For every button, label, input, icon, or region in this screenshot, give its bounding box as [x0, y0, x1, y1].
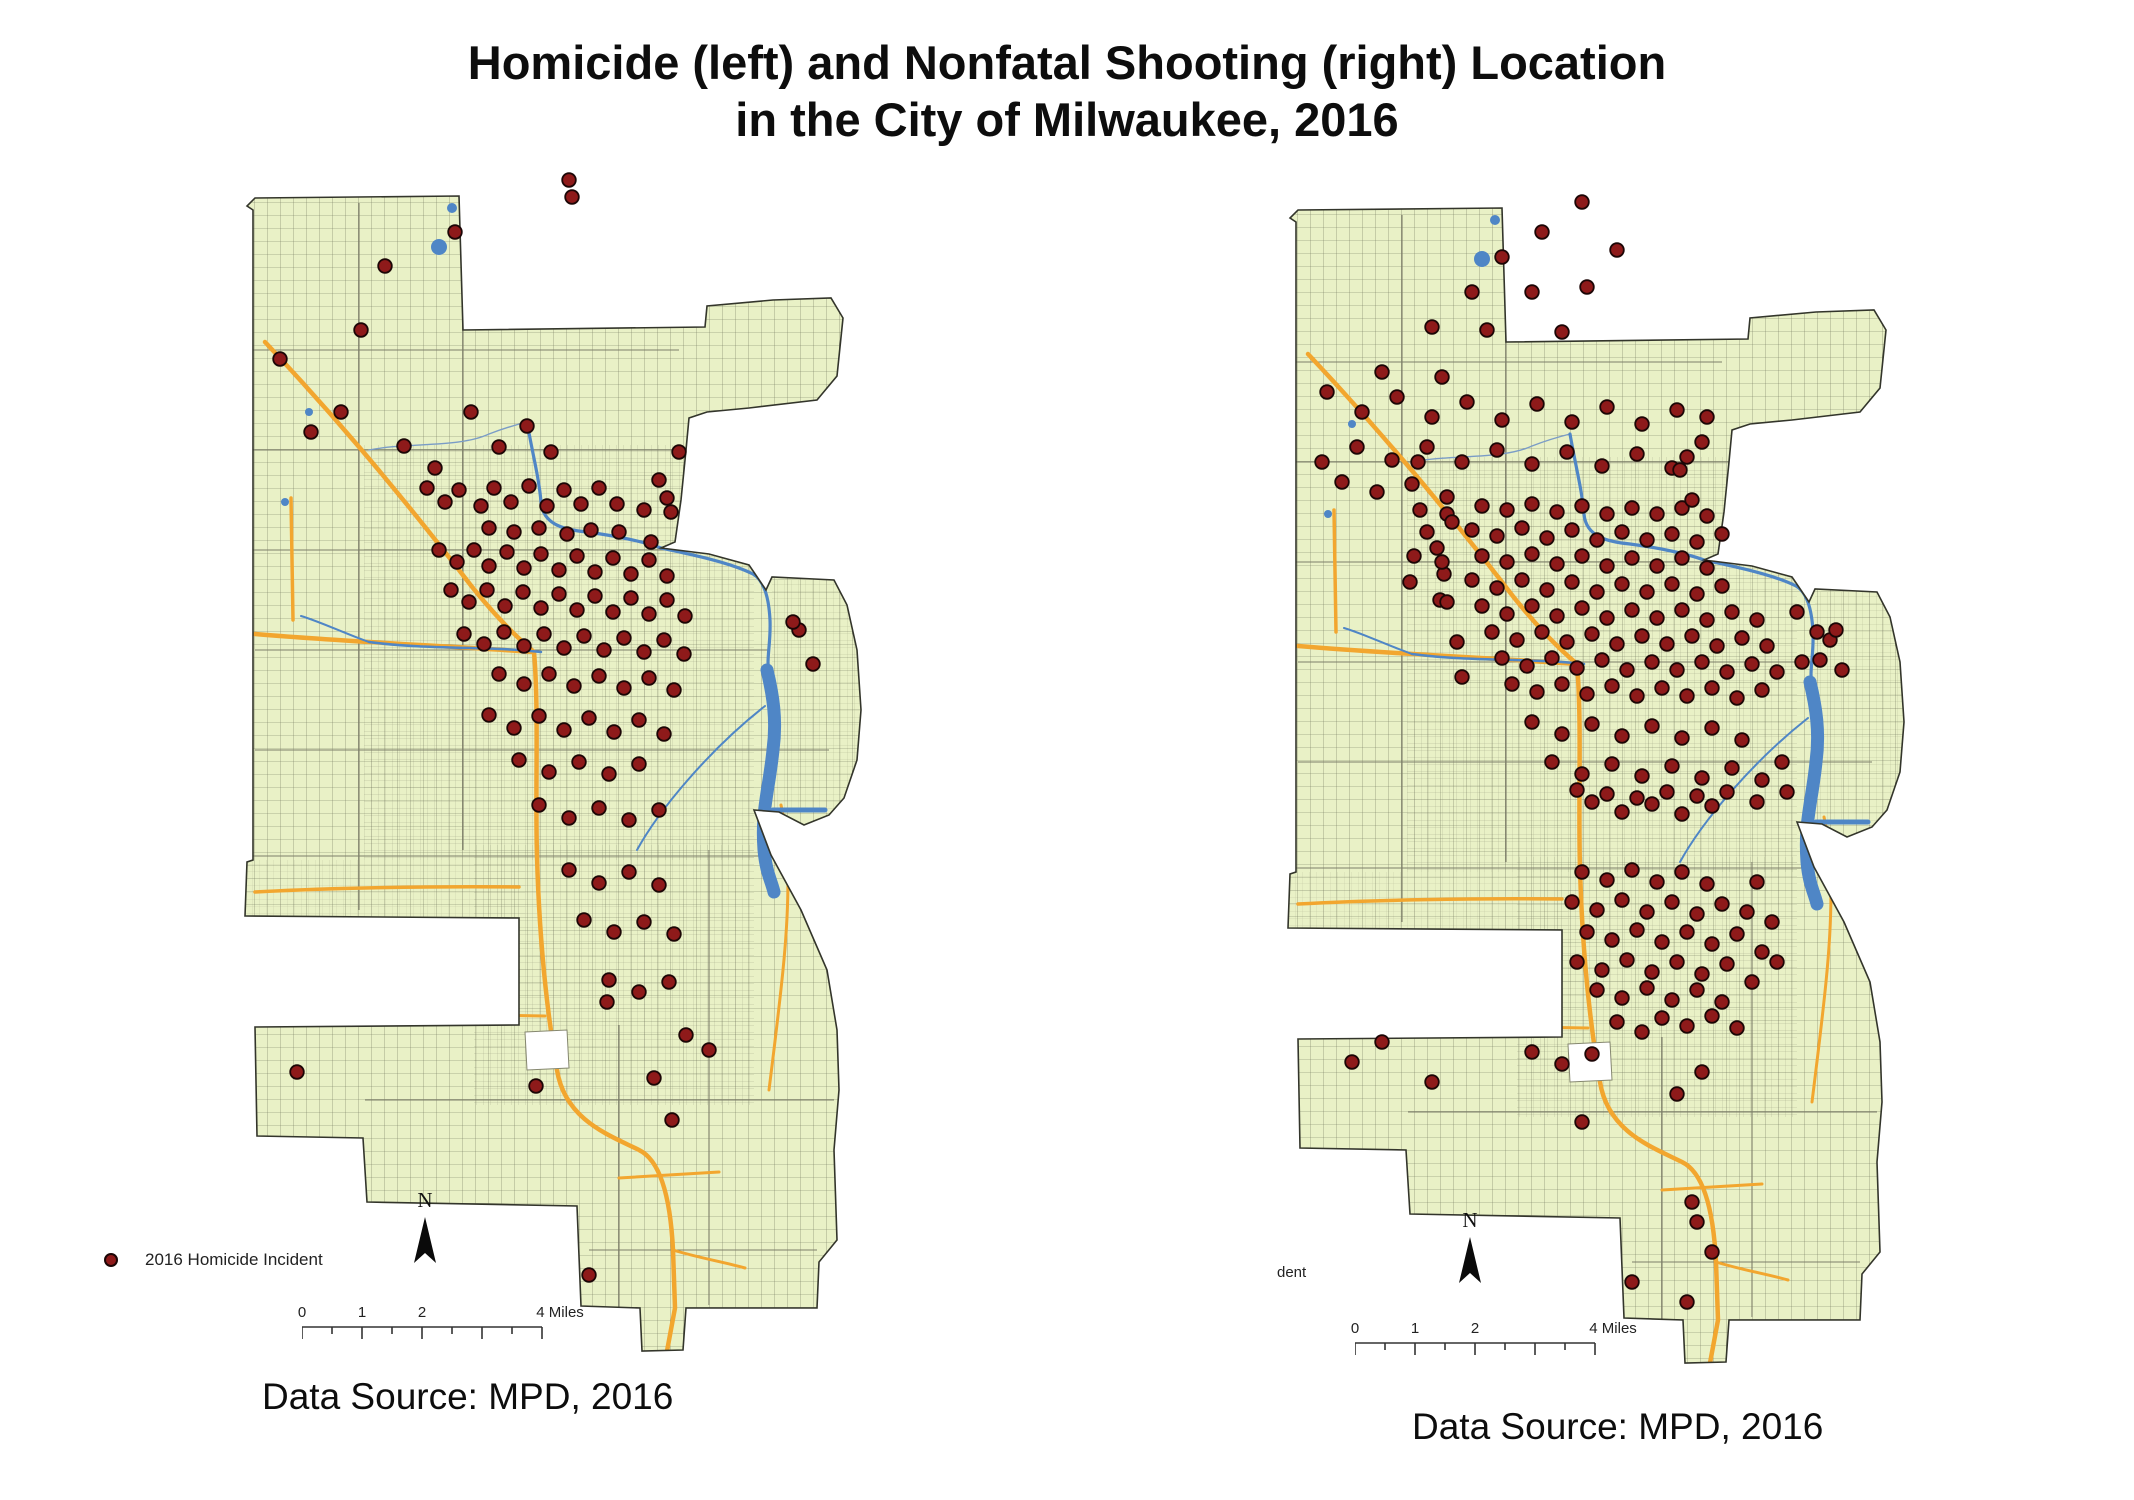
north-label-left: N — [417, 1188, 433, 1212]
scale-bar-right-labels: 0 1 2 4 Miles — [1351, 1320, 1637, 1340]
north-arrow-icon — [1459, 1237, 1481, 1283]
homicide-incident-dot-icon — [104, 1253, 118, 1267]
scale-tick-label: 2 — [1470, 1320, 1480, 1337]
scale-tick-label: 0 — [297, 1304, 307, 1321]
scale-tick-label: 1 — [357, 1304, 367, 1321]
caption-left: Data Source: MPD, 2016 — [262, 1376, 674, 1417]
scale-tick-label: 1 — [1410, 1320, 1420, 1337]
homicide-legend-label: 2016 Homicide Incident — [145, 1250, 323, 1269]
page-title-line1: Homicide (left) and Nonfatal Shooting (r… — [467, 36, 1667, 89]
north-arrow-left: N — [403, 1188, 447, 1272]
north-arrow-icon — [414, 1217, 436, 1263]
page-title-line2: in the City of Milwaukee, 2016 — [735, 93, 1399, 146]
scale-bar-left-labels: 0 1 2 4 Miles — [298, 1304, 584, 1324]
nonfatal-shooting-map — [1232, 194, 1912, 1372]
north-label-right: N — [1462, 1208, 1478, 1232]
caption-right: Data Source: MPD, 2016 — [1412, 1406, 1824, 1447]
nonfatal-legend-label: dent — [1277, 1264, 1307, 1281]
north-arrow-right: N — [1448, 1208, 1492, 1292]
scale-bar-ruler — [1355, 1342, 1596, 1355]
scale-tick-label: 4 Miles — [1589, 1320, 1637, 1337]
scale-bar-ruler — [302, 1326, 543, 1339]
scale-bar-left: 0 1 2 4 Miles — [298, 1304, 584, 1342]
scale-tick-label: 4 Miles — [536, 1304, 584, 1321]
scale-tick-label: 0 — [1350, 1320, 1360, 1337]
page-title: Homicide (left) and Nonfatal Shooting (r… — [0, 34, 2134, 148]
homicide-incident-dots — [272, 172, 821, 1283]
nonfatal-legend: dent — [1277, 1264, 1306, 1281]
scale-tick-label: 2 — [417, 1304, 427, 1321]
nonfatal-shooting-incident-dots — [1314, 194, 1850, 1310]
scale-bar-right: 0 1 2 4 Miles — [1351, 1320, 1637, 1358]
homicide-map — [189, 172, 869, 1360]
homicide-legend: 2016 Homicide Incident — [104, 1250, 323, 1270]
